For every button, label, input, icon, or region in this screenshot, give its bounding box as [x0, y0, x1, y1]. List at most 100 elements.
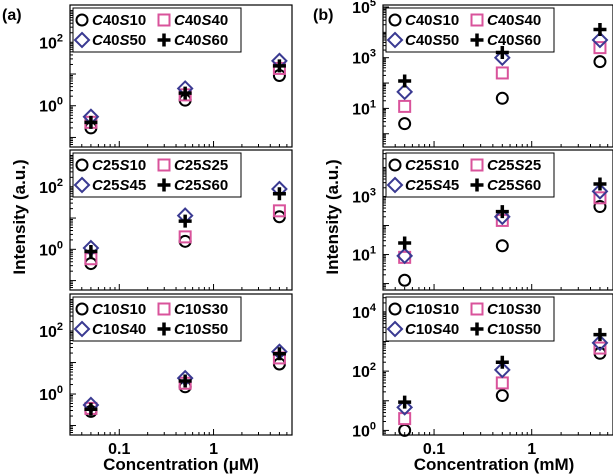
legend-marker — [157, 33, 171, 47]
data-point-plus — [272, 187, 286, 201]
data-point-square — [593, 191, 607, 205]
data-point-square — [495, 66, 509, 80]
legend-marker — [470, 33, 484, 47]
data-point-diamond — [493, 208, 511, 226]
data-point-square — [272, 204, 286, 218]
legend-marker — [73, 176, 91, 194]
y-tick-label: 102 — [39, 321, 63, 341]
data-point-circle — [398, 273, 412, 287]
data-point-diamond — [396, 247, 414, 265]
legend-entry-label: C40S50 — [405, 32, 459, 49]
data-point-plus — [593, 22, 607, 36]
legend-box — [385, 296, 555, 342]
legend-entry-label: C10S10 — [92, 301, 146, 318]
x-tick-label: 0.1 — [108, 441, 130, 458]
legend-entry-label: C40S10 — [405, 12, 459, 29]
legend-entry-label: C10S30 — [174, 301, 228, 318]
data-point-circle — [495, 239, 509, 253]
legend-entry-label: C10S30 — [487, 301, 541, 318]
data-point-diamond — [396, 398, 414, 416]
plot-frame — [69, 4, 293, 148]
plot-frame — [69, 293, 293, 436]
y-tick-label: 102 — [39, 32, 63, 52]
subplot-3: 101 103 105 C40S10 C40S40 C40S50 C40S60 — [352, 0, 613, 148]
y-tick-label: 101 — [352, 98, 376, 118]
y-tick-label: 100 — [352, 420, 376, 440]
panel-label-a: (a) — [2, 7, 22, 24]
legend-marker — [73, 320, 91, 338]
legend-entry-label: C10S40 — [92, 321, 146, 338]
data-point-plus — [84, 115, 98, 129]
legend-marker — [470, 302, 484, 316]
data-point-plus — [495, 205, 509, 219]
legend-entry-label: C25S25 — [487, 157, 541, 174]
x-tick-label: 0.1 — [423, 441, 445, 458]
legend-entry-label: C25S60 — [174, 177, 228, 194]
data-point-plus — [84, 402, 98, 416]
legend-box — [72, 7, 242, 53]
data-point-square — [593, 341, 607, 355]
legend-marker — [470, 178, 484, 192]
data-point-diamond — [591, 334, 609, 352]
legend-marker — [157, 158, 171, 172]
y-tick-label: 105 — [352, 0, 376, 17]
data-point-plus — [272, 59, 286, 73]
y-tick-label: 103 — [352, 186, 376, 206]
y-tick-label: 102 — [352, 361, 376, 381]
subplot-0: 100 102 C40S10 C40S40 C40S50 C40S60 — [39, 4, 293, 148]
y-tick-label: 103 — [352, 48, 376, 68]
data-point-diamond — [396, 83, 414, 101]
legend-marker — [157, 178, 171, 192]
legend-marker — [75, 13, 89, 27]
legend-entry-label: C10S50 — [487, 321, 541, 338]
data-point-plus — [84, 245, 98, 259]
data-point-plus — [495, 355, 509, 369]
data-point-diamond — [591, 182, 609, 200]
legend-box — [72, 296, 242, 342]
legend-marker — [386, 176, 404, 194]
y-tick-label: 100 — [39, 96, 63, 116]
legend-entry-label: C40S60 — [174, 32, 228, 49]
panel-label-b: (b) — [313, 7, 333, 24]
data-point-plus — [272, 347, 286, 361]
data-point-plus — [398, 74, 412, 88]
x-tick-label: 1 — [527, 441, 536, 458]
data-point-diamond — [493, 49, 511, 67]
data-point-plus — [178, 214, 192, 228]
data-point-plus — [593, 177, 607, 191]
plot-frame — [382, 293, 613, 436]
legend-entry-label: C40S40 — [487, 12, 541, 29]
legend-marker — [388, 13, 402, 27]
legend-marker — [470, 322, 484, 336]
data-point-plus — [495, 46, 509, 60]
data-point-plus — [178, 374, 192, 388]
legend-entry-label: C40S40 — [174, 12, 228, 29]
legend-marker — [75, 302, 89, 316]
legend-entry-label: C40S50 — [92, 32, 146, 49]
y-tick-label: 100 — [39, 384, 63, 404]
y-tick-label: 100 — [39, 239, 63, 259]
legend-marker — [73, 31, 91, 49]
legend-marker — [157, 322, 171, 336]
subplot-5: 100 102 104 0.1 1 C10S10 C10S30 C10S40 C10S50 — [352, 293, 613, 458]
plot-frame — [69, 149, 293, 291]
data-point-plus — [178, 86, 192, 100]
y-tick-label: 102 — [39, 177, 63, 197]
data-point-circle — [495, 91, 509, 105]
data-point-square — [398, 99, 412, 113]
y-axis-label-b: Intensity (a.u.) — [323, 159, 342, 274]
data-point-plus — [398, 236, 412, 250]
legend-marker — [75, 158, 89, 172]
data-point-circle — [593, 200, 607, 214]
legend-entry-label: C40S10 — [92, 12, 146, 29]
data-point-diamond — [493, 361, 511, 379]
legend-box — [72, 152, 242, 198]
data-point-circle — [495, 389, 509, 403]
data-point-diamond — [591, 31, 609, 49]
plot-frame — [382, 4, 613, 148]
data-point-square — [593, 41, 607, 55]
data-point-square — [178, 230, 192, 244]
legend-entry-label: C25S10 — [405, 157, 459, 174]
legend-box — [385, 7, 555, 53]
